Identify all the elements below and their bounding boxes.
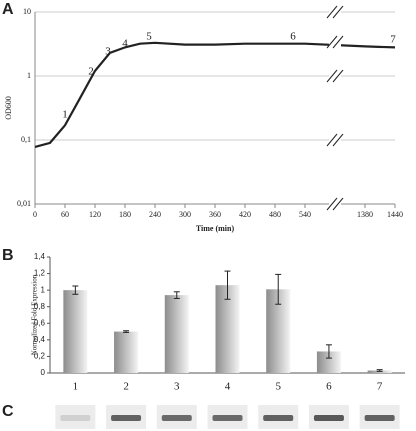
x-tick-label: 240	[149, 210, 161, 219]
x-tick-label: 2	[123, 381, 129, 393]
x-tick-label: 540	[299, 210, 311, 219]
y-tick-label: 0,1	[21, 135, 31, 144]
y-axis-label: Normalized Fold Expression	[31, 274, 39, 355]
gel-band	[313, 415, 344, 421]
y-tick-label: 0,8	[34, 302, 46, 311]
y-tick-label: 0,6	[34, 318, 46, 327]
y-tick-label: 1	[27, 71, 31, 80]
axis-break	[329, 36, 341, 48]
axis-break	[326, 197, 338, 211]
x-tick-label: 5	[275, 381, 281, 393]
axis-break	[326, 69, 338, 83]
axis-break	[332, 35, 344, 49]
axis-break	[332, 5, 344, 19]
x-tick-label: 360	[209, 210, 221, 219]
annotation: 3	[105, 46, 111, 58]
gel-band	[161, 415, 192, 421]
axis-break	[332, 69, 344, 83]
x-tick-label: 1380	[357, 210, 373, 219]
gel-band	[212, 415, 243, 421]
annotation: 2	[88, 66, 94, 78]
gel-band	[60, 415, 91, 421]
x-tick-label: 420	[239, 210, 251, 219]
axis-break	[329, 70, 341, 82]
bar	[114, 331, 139, 373]
y-tick-label: 0	[41, 368, 46, 377]
y-tick-label: 0,4	[34, 335, 46, 344]
y-tick-label: 1,4	[34, 252, 46, 261]
x-tick-label: 1	[73, 381, 79, 393]
x-tick-label: 60	[61, 210, 69, 219]
annotation: 7	[390, 34, 396, 46]
y-tick-label: 0,2	[34, 352, 46, 361]
panel-label: C	[2, 403, 14, 420]
axis-break	[326, 133, 338, 147]
x-tick-label: 0	[33, 210, 37, 219]
gel-band	[263, 415, 294, 421]
y-axis-label: OD600	[4, 96, 13, 120]
axis-break	[326, 35, 338, 49]
x-axis-label: Time (min)	[196, 224, 235, 233]
line	[34, 41, 396, 148]
y-tick-label: 0,01	[17, 199, 31, 208]
x-tick-label: 1440	[387, 210, 403, 219]
x-tick-label: 7	[377, 381, 383, 393]
axis-break	[329, 134, 341, 146]
gel-band	[111, 415, 142, 421]
y-tick-label: 1	[41, 285, 46, 294]
bar	[316, 351, 341, 373]
axis-break	[329, 6, 341, 18]
bar	[164, 295, 189, 373]
axis-break	[332, 197, 344, 211]
x-tick-label: 180	[119, 210, 131, 219]
x-tick-label: 120	[89, 210, 101, 219]
gel-band	[364, 415, 395, 421]
annotation: 1	[62, 109, 68, 121]
x-tick-label: 6	[326, 381, 332, 393]
x-tick-label: 3	[174, 381, 180, 393]
y-tick-label: 10	[23, 7, 31, 16]
x-tick-label: 4	[225, 381, 231, 393]
gel-lane	[55, 405, 96, 429]
axis-break	[332, 133, 344, 147]
bar	[215, 285, 240, 373]
axis-break	[329, 198, 341, 210]
panel-label: B	[2, 247, 14, 264]
x-tick-label: 480	[269, 210, 281, 219]
x-tick-label: 300	[179, 210, 191, 219]
annotation: 5	[146, 31, 152, 43]
bar	[63, 290, 88, 373]
panel-label: A	[2, 1, 14, 18]
annotation: 4	[122, 38, 128, 50]
annotation: 6	[290, 31, 296, 43]
axis-break	[326, 5, 338, 19]
y-tick-label: 1,2	[34, 269, 46, 278]
